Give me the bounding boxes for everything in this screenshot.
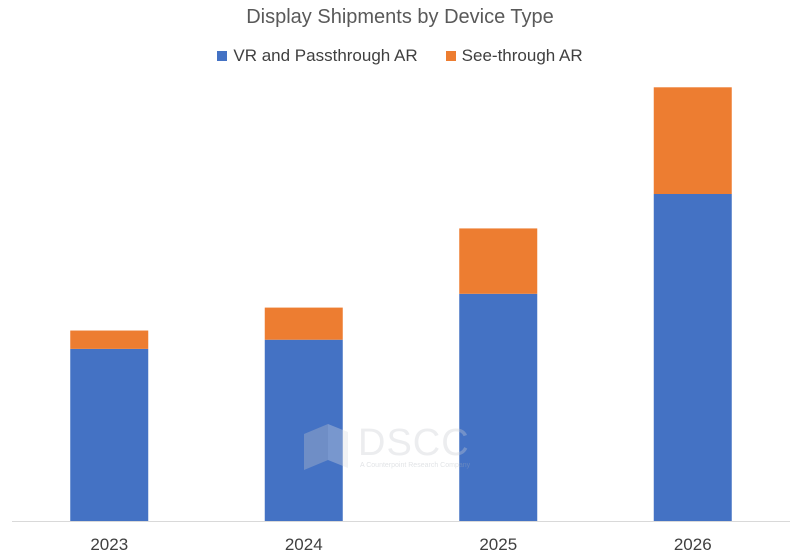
legend-swatch-see-through xyxy=(445,51,456,61)
legend-label-vr: VR and Passthrough AR xyxy=(233,46,418,65)
legend-swatch-vr xyxy=(217,51,228,61)
bar-vr-2024 xyxy=(264,339,343,521)
x-tick-label-2026: 2026 xyxy=(674,535,712,554)
legend-item-vr: VR and Passthrough AR xyxy=(217,46,418,66)
bar-see-through-2025 xyxy=(459,228,538,294)
bar-vr-2025 xyxy=(459,293,538,521)
x-tick-label-2024: 2024 xyxy=(285,535,323,554)
bar-see-through-2026 xyxy=(653,87,732,194)
legend-item-see-through: See-through AR xyxy=(445,46,583,66)
chart-title: Display Shipments by Device Type xyxy=(246,6,554,28)
bar-vr-2023 xyxy=(70,348,149,521)
x-tick-label-2025: 2025 xyxy=(479,535,517,554)
bar-see-through-2024 xyxy=(264,307,343,340)
legend: VR and Passthrough AR See-through AR xyxy=(0,46,800,66)
legend-label-see-through: See-through AR xyxy=(461,46,583,65)
x-tick-label-2023: 2023 xyxy=(90,535,128,554)
bar-see-through-2023 xyxy=(70,330,149,349)
bar-vr-2026 xyxy=(653,194,732,521)
